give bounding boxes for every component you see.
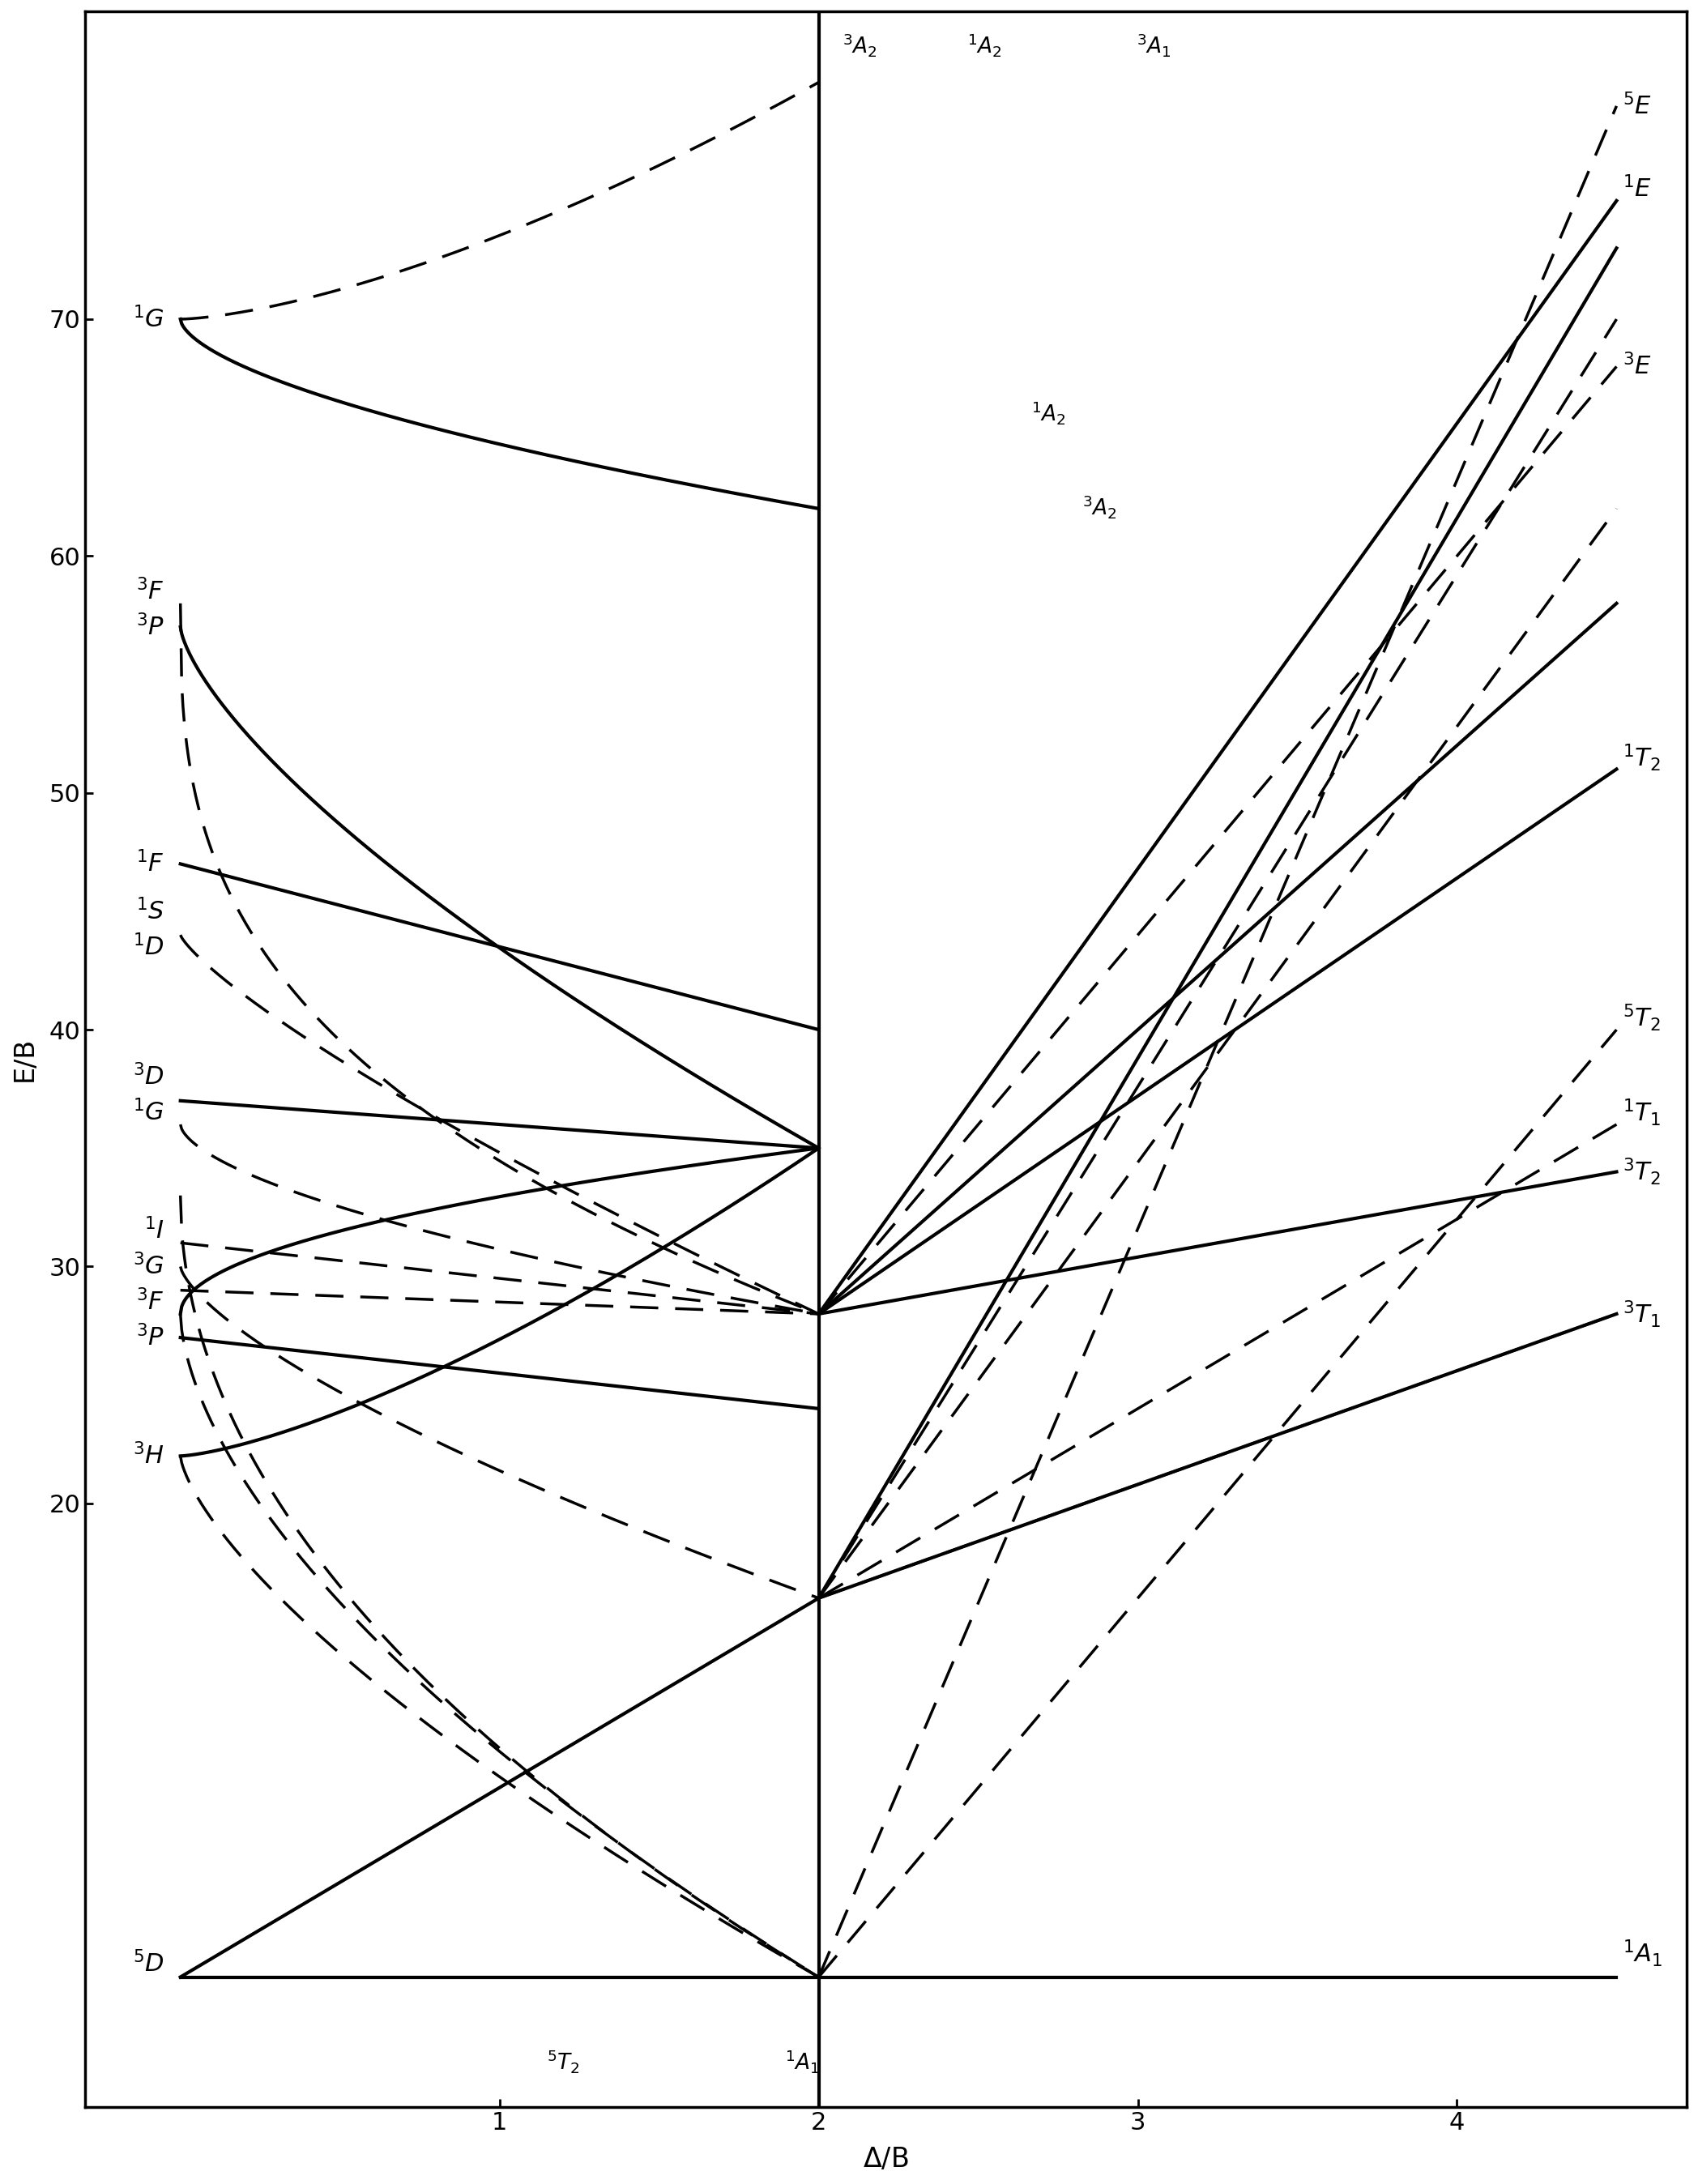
Y-axis label: E/B: E/B [12,1037,37,1081]
Text: $^1E$: $^1E$ [1623,175,1652,203]
Text: $^1S$: $^1S$ [136,898,165,924]
Text: $^1T_1$: $^1T_1$ [1623,1096,1661,1127]
Text: $^5E$: $^5E$ [1623,94,1652,120]
Text: $^1F$: $^1F$ [136,852,165,878]
Text: $^1T_2$: $^1T_2$ [1623,743,1661,773]
Text: $^3T_1$: $^3T_1$ [1623,1299,1661,1330]
Text: $^1G$: $^1G$ [132,1099,165,1125]
Text: $^1G$: $^1G$ [132,306,165,332]
Text: $^3T_2$: $^3T_2$ [1623,1158,1661,1188]
Text: $^3F$: $^3F$ [136,579,165,605]
Text: $^5T_2$: $^5T_2$ [547,2049,581,2075]
Text: $^1A_1$: $^1A_1$ [786,2049,820,2075]
Text: $^3F$: $^3F$ [136,1289,165,1315]
Text: $^3A_2$: $^3A_2$ [1082,494,1117,520]
Text: $^1A_1$: $^1A_1$ [1623,1937,1662,1968]
Text: $^3P$: $^3P$ [136,614,165,640]
Text: $^1D$: $^1D$ [132,933,165,961]
Text: $^3G$: $^3G$ [132,1254,165,1280]
Text: $^3H$: $^3H$ [132,1444,165,1470]
Text: $^3A_1$: $^3A_1$ [1136,33,1172,59]
Text: $^3D$: $^3D$ [132,1064,165,1090]
Text: $^5D$: $^5D$ [132,1950,165,1977]
X-axis label: $\Delta$/B: $\Delta$/B [863,2147,908,2173]
Text: $^3A_2$: $^3A_2$ [842,33,878,59]
Text: $^5T_2$: $^5T_2$ [1623,1002,1661,1033]
Text: $^1I$: $^1I$ [144,1219,165,1245]
Text: $^3E$: $^3E$ [1623,354,1652,380]
Text: $^3P$: $^3P$ [136,1324,165,1350]
Text: $^1A_2$: $^1A_2$ [1031,400,1066,426]
Text: $^1A_2$: $^1A_2$ [968,33,1002,59]
